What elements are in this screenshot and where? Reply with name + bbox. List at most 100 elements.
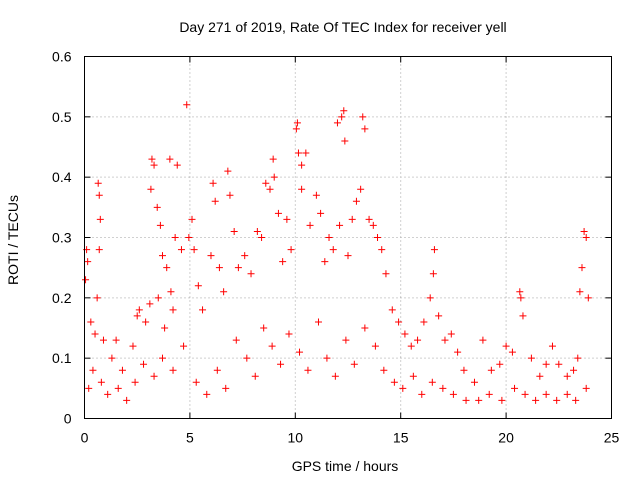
data-point (304, 366, 312, 374)
chart-title: Day 271 of 2019, Rate Of TEC Index for r… (179, 19, 506, 35)
y-tick-label-0.3: 0.3 (52, 230, 72, 246)
data-point (89, 366, 97, 374)
data-point (287, 246, 295, 254)
data-point (207, 252, 215, 260)
data-point (268, 342, 276, 350)
data-point (94, 179, 102, 187)
data-point (123, 396, 131, 404)
x-tick-label-20: 20 (498, 430, 514, 446)
data-point (454, 348, 462, 356)
data-point (82, 276, 90, 284)
data-point (294, 149, 302, 157)
data-point (374, 234, 382, 241)
grid-lines (84, 56, 612, 419)
data-point (118, 366, 126, 374)
data-point (258, 234, 266, 241)
data-point (260, 324, 268, 332)
data-point (279, 258, 287, 266)
data-point (428, 378, 436, 386)
data-point (460, 366, 468, 374)
data-point (192, 378, 200, 386)
data-point (323, 354, 331, 362)
x-tick-labels: 0 5 10 15 20 25 (81, 430, 620, 446)
data-point (498, 396, 506, 404)
data-point (527, 354, 535, 362)
data-point (158, 354, 166, 362)
data-point (183, 101, 191, 109)
y-tick-label-0.6: 0.6 (52, 49, 72, 65)
data-point (578, 264, 586, 272)
data-point (542, 360, 550, 368)
data-point (420, 318, 428, 326)
data-point (340, 107, 348, 115)
data-point (426, 294, 434, 302)
data-point (108, 354, 116, 362)
data-point (171, 234, 179, 241)
y-tick-label-0: 0 (64, 411, 72, 427)
data-point (232, 336, 240, 344)
data-point (277, 360, 285, 368)
data-point (418, 390, 426, 398)
data-point (508, 348, 516, 356)
data-point (449, 390, 457, 398)
data-point (517, 294, 525, 302)
data-point (135, 306, 143, 314)
data-point (470, 378, 478, 386)
data-point (348, 215, 356, 223)
data-point (161, 324, 169, 332)
data-point (502, 342, 510, 350)
data-point (87, 318, 95, 326)
data-point (341, 137, 349, 145)
data-point (563, 390, 571, 398)
data-point (285, 330, 293, 338)
data-point (220, 288, 228, 296)
data-point (188, 215, 196, 223)
data-point (215, 264, 223, 272)
data-point (390, 378, 398, 386)
data-point (447, 330, 455, 338)
data-point (91, 330, 99, 338)
data-point (357, 185, 365, 193)
data-point (211, 197, 219, 205)
data-point (553, 396, 561, 404)
data-point (388, 306, 396, 314)
data-point (487, 366, 495, 374)
data-point (496, 360, 504, 368)
data-point (435, 312, 443, 320)
y-axis-label: ROTI / TECUs (5, 195, 21, 285)
data-point (361, 324, 369, 332)
data-point (574, 354, 582, 362)
data-point (156, 221, 164, 229)
data-point (380, 366, 388, 374)
data-point (519, 312, 527, 320)
data-point (576, 288, 584, 296)
data-point (441, 336, 449, 344)
data-point (114, 384, 122, 392)
data-point (243, 354, 251, 362)
data-point (97, 378, 105, 386)
data-point (194, 282, 202, 290)
data-point (230, 227, 238, 235)
data-point (572, 396, 580, 404)
data-point (173, 161, 181, 169)
data-point (378, 246, 386, 254)
data-point (511, 384, 519, 392)
data-point (251, 372, 259, 380)
data-point (146, 300, 154, 308)
data-point (580, 227, 588, 235)
y-tick-label-0.1: 0.1 (52, 350, 72, 366)
data-point (241, 252, 249, 260)
data-point (96, 215, 104, 223)
data-point (401, 330, 409, 338)
data-point (479, 336, 487, 344)
data-point (350, 360, 358, 368)
x-tick-label-25: 25 (604, 430, 620, 446)
data-point (361, 125, 369, 133)
data-point (180, 342, 188, 350)
data-point (224, 167, 232, 175)
data-point (475, 396, 483, 404)
data-point (298, 161, 306, 169)
x-tick-label-10: 10 (288, 430, 304, 446)
data-point (270, 173, 278, 181)
